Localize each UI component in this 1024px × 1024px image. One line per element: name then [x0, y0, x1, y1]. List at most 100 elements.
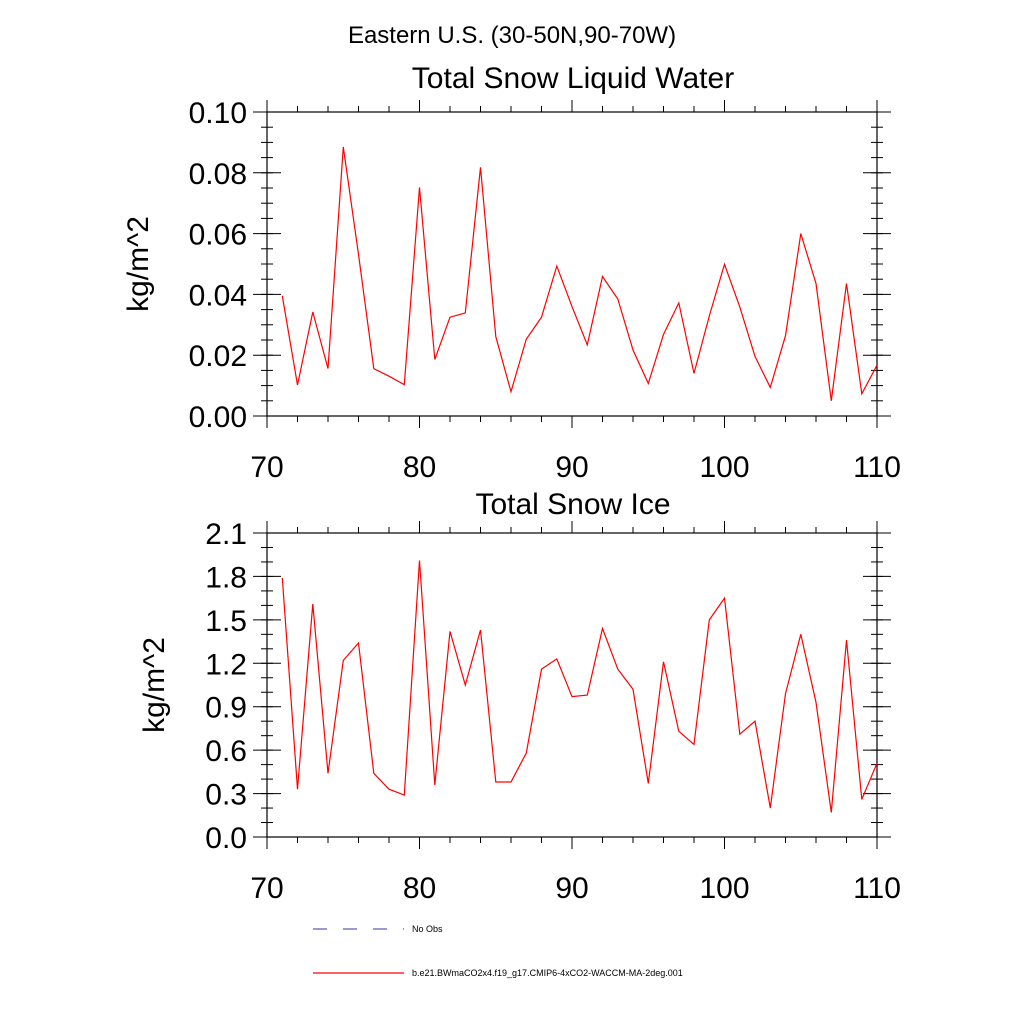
- data-point-snow-ice: [449, 630, 452, 633]
- data-point-snow-liquid-water: [677, 301, 680, 304]
- data-point-snow-ice: [311, 602, 314, 605]
- data-point-snow-liquid-water: [296, 384, 299, 387]
- data-point-snow-liquid-water: [815, 282, 818, 285]
- data-point-snow-ice: [616, 668, 619, 671]
- series-lines-snow-liquid-water: [281, 146, 879, 402]
- x-tick-label-snow-ice: 100: [699, 872, 749, 905]
- data-point-snow-liquid-water: [693, 372, 696, 375]
- data-point-snow-liquid-water: [708, 315, 711, 318]
- y-tick-label-snow-liquid-water: 0.10: [189, 97, 247, 130]
- data-point-snow-liquid-water: [342, 146, 345, 149]
- data-point-snow-ice: [708, 618, 711, 621]
- data-point-snow-ice: [586, 694, 589, 697]
- data-point-snow-ice: [815, 701, 818, 704]
- data-point-snow-ice: [372, 772, 375, 775]
- panel-title-snow-ice: Total Snow Ice: [475, 488, 670, 521]
- data-point-snow-liquid-water: [525, 338, 528, 341]
- data-point-snow-liquid-water: [555, 265, 558, 268]
- y-axis-label-snow-ice: kg/m^2: [138, 637, 171, 733]
- data-point-snow-ice: [632, 688, 635, 691]
- y-tick-label-snow-ice: 0.3: [205, 779, 247, 812]
- data-point-snow-liquid-water: [388, 375, 391, 378]
- legend: No Obs b.e21.BWmaCO2x4.f19_g17.CMIP6-4xC…: [313, 924, 683, 978]
- data-point-snow-ice: [433, 783, 436, 786]
- data-point-snow-liquid-water: [738, 305, 741, 308]
- data-point-snow-liquid-water: [479, 166, 482, 169]
- data-point-snow-ice: [510, 781, 513, 784]
- data-point-snow-ice: [571, 695, 574, 698]
- data-point-snow-ice: [296, 788, 299, 791]
- data-point-snow-ice: [799, 633, 802, 636]
- figure-suptitle: Eastern U.S. (30-50N,90-70W): [348, 22, 676, 49]
- series-line-snow-liquid-water: [281, 146, 878, 401]
- data-point-snow-ice: [830, 811, 833, 814]
- data-point-snow-ice: [677, 730, 680, 733]
- data-point-snow-liquid-water: [571, 305, 574, 308]
- data-point-snow-liquid-water: [662, 333, 665, 336]
- data-point-snow-ice: [479, 629, 482, 632]
- data-point-snow-ice: [525, 752, 528, 755]
- data-point-snow-liquid-water: [510, 390, 513, 393]
- data-point-snow-ice: [723, 597, 726, 600]
- data-point-snow-ice: [357, 642, 360, 645]
- x-tick-label-snow-liquid-water: 80: [403, 451, 436, 484]
- y-tick-label-snow-liquid-water: 0.08: [189, 158, 247, 191]
- data-point-snow-ice: [281, 576, 284, 579]
- y-tick-label-snow-ice: 0.9: [205, 692, 247, 725]
- data-point-snow-ice: [327, 772, 330, 775]
- y-tick-label-snow-liquid-water: 0.04: [189, 279, 247, 312]
- data-point-snow-liquid-water: [357, 253, 360, 256]
- legend-obs-label: No Obs: [412, 924, 443, 934]
- data-point-snow-ice: [418, 559, 421, 562]
- x-tick-label-snow-ice: 80: [403, 872, 436, 905]
- data-point-snow-liquid-water: [464, 311, 467, 314]
- data-point-snow-ice: [494, 781, 497, 784]
- data-point-snow-liquid-water: [418, 186, 421, 189]
- data-point-snow-ice: [845, 639, 848, 642]
- panel-title-snow-liquid-water: Total Snow Liquid Water: [412, 62, 734, 95]
- y-tick-label-snow-ice: 0.6: [205, 735, 247, 768]
- x-tick-label-snow-ice: 110: [853, 872, 901, 905]
- data-point-snow-ice: [555, 657, 558, 660]
- data-point-snow-ice: [876, 762, 879, 765]
- data-point-snow-liquid-water: [311, 311, 314, 314]
- data-point-snow-liquid-water: [601, 275, 604, 278]
- data-point-snow-ice: [754, 720, 757, 723]
- data-point-snow-liquid-water: [845, 282, 848, 285]
- data-point-snow-ice: [769, 807, 772, 810]
- data-point-snow-ice: [540, 668, 543, 671]
- x-tick-label-snow-ice: 90: [555, 872, 588, 905]
- x-tick-label-snow-liquid-water: 70: [250, 451, 283, 484]
- axes-snow-ice: 0.0 0.3 0.6 0.9 1.2 1.5 1.8 2.1 70 80 90 100 110: [205, 518, 901, 905]
- y-tick-label-snow-liquid-water: 0.00: [189, 401, 247, 434]
- y-tick-label-snow-ice: 0.0: [205, 822, 247, 855]
- panel-snow-ice: Total Snow Ice kg/m^2 0.0 0.3 0.6 0.9 1.2 1.5…: [138, 488, 901, 905]
- data-point-snow-liquid-water: [784, 334, 787, 337]
- data-point-snow-liquid-water: [647, 382, 650, 385]
- data-point-snow-liquid-water: [540, 316, 543, 319]
- data-point-snow-ice: [784, 692, 787, 695]
- x-tick-label-snow-liquid-water: 100: [699, 451, 749, 484]
- data-point-snow-liquid-water: [830, 399, 833, 402]
- data-point-snow-liquid-water: [327, 367, 330, 370]
- data-point-snow-ice: [403, 794, 406, 797]
- data-point-snow-liquid-water: [494, 335, 497, 338]
- series-lines-snow-ice: [281, 559, 879, 814]
- data-point-snow-ice: [693, 743, 696, 746]
- axes-snow-liquid-water: 0.00 0.02 0.04 0.06 0.08 0.10 70 80 90 100 110: [189, 97, 901, 484]
- plot-frame-snow-ice: [266, 532, 878, 838]
- data-point-snow-liquid-water: [769, 386, 772, 389]
- plot-frame-snow-liquid-water: [266, 111, 878, 417]
- y-tick-label-snow-ice: 2.1: [205, 518, 247, 551]
- y-tick-label-snow-ice: 1.5: [205, 605, 247, 638]
- data-point-snow-liquid-water: [860, 392, 863, 395]
- y-axis-label-snow-liquid-water: kg/m^2: [122, 216, 155, 312]
- data-point-snow-liquid-water: [876, 364, 879, 367]
- y-tick-label-snow-liquid-water: 0.06: [189, 219, 247, 252]
- data-point-snow-ice: [388, 788, 391, 791]
- data-point-snow-liquid-water: [754, 355, 757, 358]
- data-point-snow-ice: [662, 660, 665, 663]
- y-tick-label-snow-liquid-water: 0.02: [189, 340, 247, 373]
- data-point-snow-liquid-water: [449, 316, 452, 319]
